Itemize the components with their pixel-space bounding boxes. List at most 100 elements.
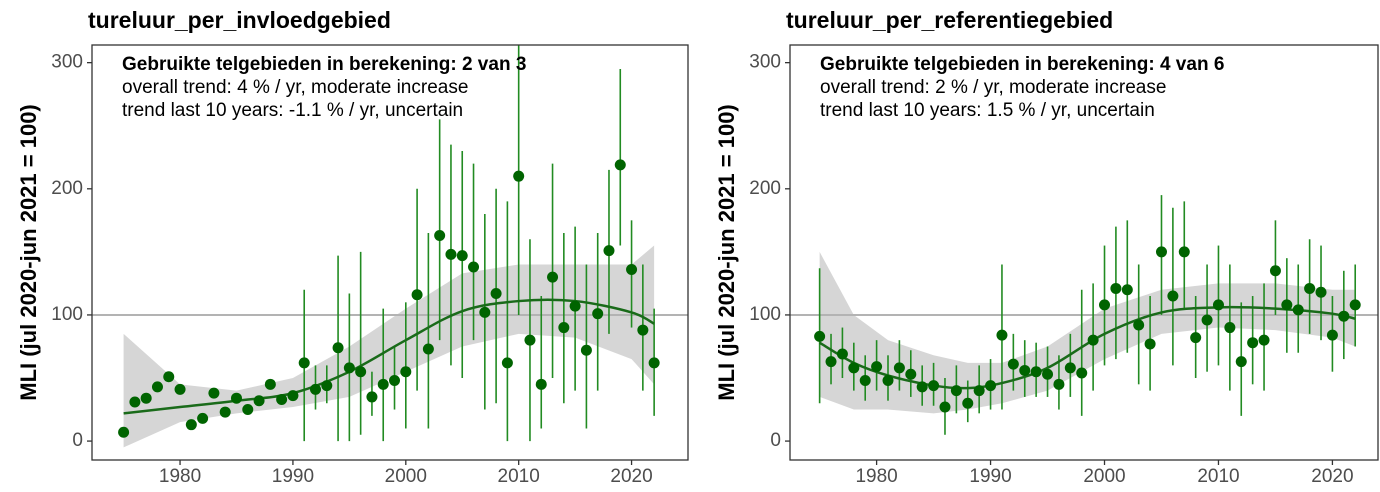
annotation: trend last 10 years: -1.1 % / yr, uncert… bbox=[122, 100, 463, 121]
data-point bbox=[230, 392, 242, 404]
data-point bbox=[996, 329, 1008, 341]
data-point bbox=[1110, 282, 1122, 294]
x-tick-label: 2010 bbox=[498, 466, 540, 487]
data-point bbox=[939, 401, 951, 413]
data-point bbox=[524, 334, 536, 346]
data-point bbox=[1326, 329, 1338, 341]
data-point bbox=[1053, 378, 1065, 390]
data-point bbox=[905, 368, 917, 380]
data-point bbox=[321, 380, 333, 392]
data-point bbox=[343, 362, 355, 374]
plot-border bbox=[789, 44, 1379, 461]
y-tick-label: 200 bbox=[51, 178, 83, 199]
data-point bbox=[580, 344, 592, 356]
data-point bbox=[1030, 366, 1042, 378]
data-point bbox=[603, 245, 615, 257]
data-point bbox=[535, 378, 547, 390]
data-point bbox=[1190, 332, 1202, 344]
data-point bbox=[893, 362, 905, 374]
data-point bbox=[882, 375, 894, 387]
data-point bbox=[445, 248, 457, 260]
data-point bbox=[366, 391, 378, 403]
data-point bbox=[1269, 265, 1281, 277]
trend-line bbox=[123, 298, 655, 415]
plot-area bbox=[790, 195, 1378, 435]
data-point bbox=[1178, 246, 1190, 258]
data-point bbox=[985, 380, 997, 392]
data-point bbox=[197, 412, 209, 424]
data-point bbox=[871, 361, 883, 373]
data-point bbox=[140, 392, 152, 404]
data-point bbox=[501, 357, 513, 369]
data-point bbox=[1338, 310, 1350, 322]
data-point bbox=[422, 343, 434, 355]
data-point bbox=[1133, 319, 1145, 331]
y-tick-label: 300 bbox=[51, 52, 83, 73]
x-tick-label: 1990 bbox=[272, 466, 314, 487]
data-point bbox=[377, 378, 389, 390]
data-point bbox=[1076, 367, 1088, 379]
data-point bbox=[1121, 284, 1133, 296]
data-point bbox=[456, 250, 468, 262]
data-point bbox=[637, 324, 649, 336]
x-tick-label: 2000 bbox=[1083, 466, 1125, 487]
y-tick-label: 100 bbox=[51, 304, 83, 325]
data-point bbox=[973, 385, 985, 397]
data-point bbox=[614, 159, 626, 171]
data-point bbox=[1099, 299, 1111, 311]
data-point bbox=[1224, 322, 1236, 334]
data-point bbox=[389, 375, 401, 387]
data-point bbox=[928, 380, 940, 392]
data-point bbox=[1315, 286, 1327, 298]
data-point bbox=[1155, 246, 1167, 258]
data-point bbox=[916, 381, 928, 393]
data-point bbox=[1087, 334, 1099, 346]
data-point bbox=[298, 357, 310, 369]
annotation: overall trend: 2 % / yr, moderate increa… bbox=[820, 77, 1166, 98]
data-point bbox=[151, 381, 163, 393]
annotation: Gebruikte telgebieden in berekening: 2 v… bbox=[122, 54, 526, 75]
data-point bbox=[411, 289, 423, 301]
plot-area bbox=[92, 45, 688, 448]
data-point bbox=[1235, 356, 1247, 368]
data-point bbox=[185, 419, 197, 431]
data-point bbox=[592, 308, 604, 320]
y-tick-label: 100 bbox=[749, 304, 781, 325]
x-tick-label: 1980 bbox=[159, 466, 201, 487]
confidence-band bbox=[819, 251, 1356, 414]
data-point bbox=[490, 287, 502, 299]
data-point bbox=[859, 375, 871, 387]
data-point bbox=[479, 306, 491, 318]
data-point bbox=[1042, 368, 1054, 380]
data-point bbox=[950, 385, 962, 397]
data-point bbox=[836, 348, 848, 360]
data-point bbox=[118, 426, 130, 438]
data-point bbox=[276, 393, 288, 405]
data-point bbox=[1258, 334, 1270, 346]
data-point bbox=[468, 261, 480, 273]
panel: tureluur_per_invloedgebied MLI (jul 2020-… bbox=[16, 7, 689, 487]
data-point bbox=[1247, 337, 1259, 349]
data-point bbox=[355, 366, 367, 378]
y-tick-label: 0 bbox=[72, 430, 83, 451]
data-point bbox=[1019, 364, 1031, 376]
panel-title: tureluur_per_referentiegebied bbox=[786, 7, 1113, 33]
data-point bbox=[1007, 358, 1019, 370]
data-point bbox=[208, 387, 220, 399]
data-point bbox=[1201, 314, 1213, 326]
data-point bbox=[825, 356, 837, 368]
data-point bbox=[1304, 282, 1316, 294]
data-point bbox=[962, 397, 974, 409]
data-point bbox=[1281, 299, 1293, 311]
annotation: overall trend: 4 % / yr, moderate increa… bbox=[122, 77, 468, 98]
data-point bbox=[569, 300, 581, 312]
data-point bbox=[1064, 362, 1076, 374]
y-tick-label: 200 bbox=[749, 178, 781, 199]
data-point bbox=[332, 342, 344, 354]
y-tick-label: 300 bbox=[749, 52, 781, 73]
data-point bbox=[287, 390, 299, 402]
data-point bbox=[814, 330, 826, 342]
annotation: trend last 10 years: 1.5 % / yr, uncerta… bbox=[820, 100, 1155, 121]
y-axis-label: MLI (jul 2020-jun 2021 = 100) bbox=[16, 104, 41, 401]
